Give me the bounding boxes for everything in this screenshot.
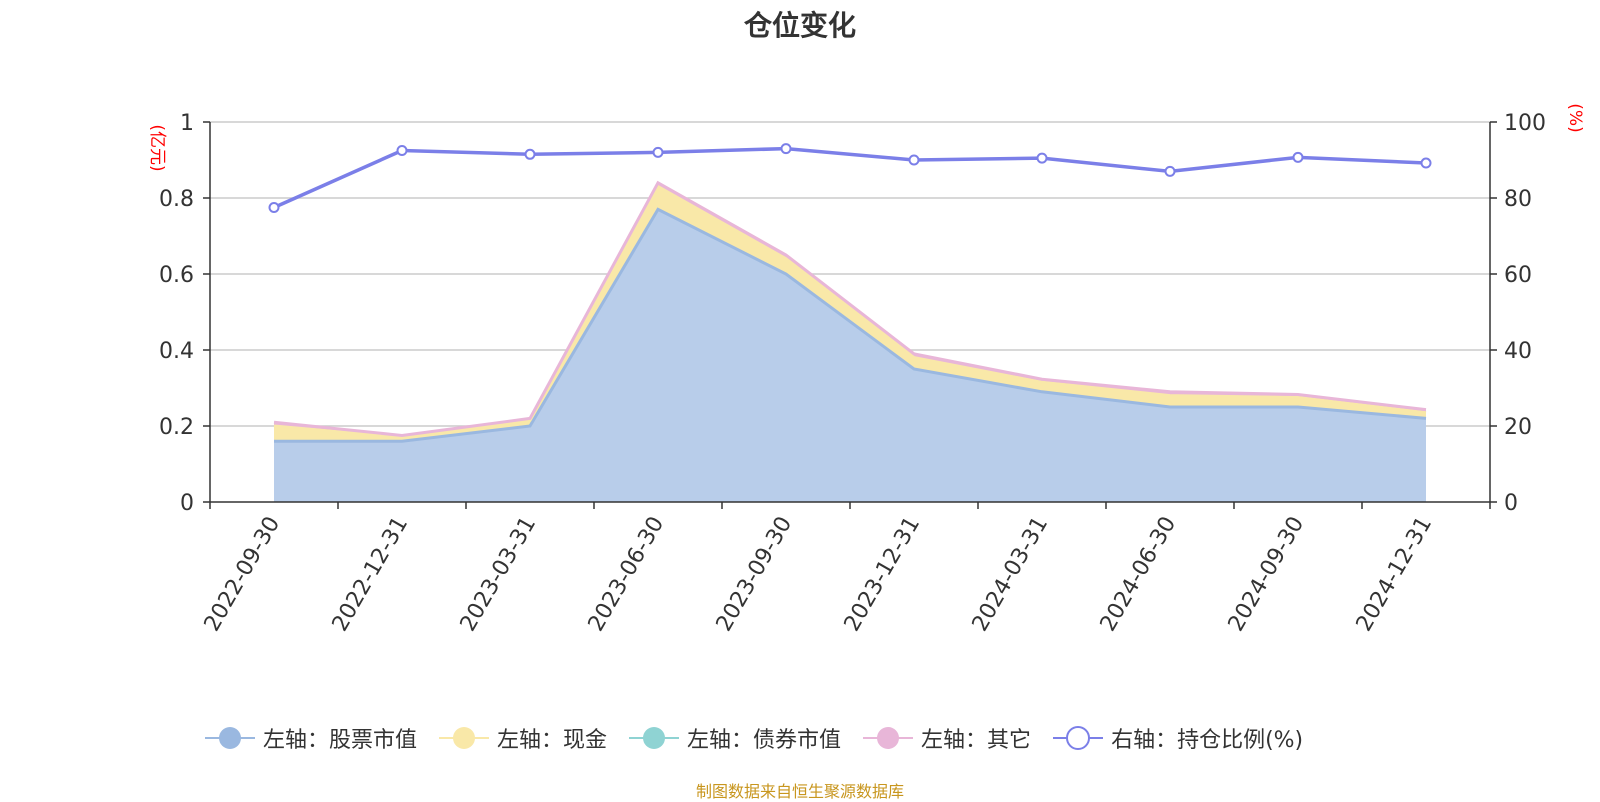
area-line-4: [273, 180, 1427, 438]
left-tick-label: 0.8: [159, 187, 194, 212]
left-tick-label: 1: [180, 111, 194, 136]
legend-marker-icon: [863, 727, 914, 749]
legend-marker-icon: [439, 727, 490, 749]
legend-marker-icon: [629, 727, 680, 749]
right-axis-unit: (%): [1565, 103, 1585, 132]
legend-label: 左轴：债券市值: [687, 728, 842, 753]
legend-label: 左轴：现金: [497, 728, 608, 753]
right-tick-label: 20: [1504, 415, 1532, 440]
x-tick-label: 2023-03-31: [456, 513, 542, 636]
ratio-point: [1292, 151, 1304, 163]
x-tick-label: 2023-12-31: [840, 513, 926, 636]
legend-item[interactable]: 左轴：债券市值: [629, 722, 841, 754]
ratio-point: [524, 148, 536, 160]
ratio-point: [268, 202, 280, 213]
axes: [203, 121, 1497, 509]
legend-marker-icon: [1053, 726, 1104, 750]
right-tick-label: 40: [1504, 339, 1532, 364]
ratio-point: [396, 145, 408, 156]
right-tick-label: 0: [1504, 491, 1518, 516]
legend: 左轴：股票市值 左轴：现金 左轴：债券市值 左轴：其它 右轴：持仓比例(%): [205, 722, 1303, 754]
left-tick-label: 0: [180, 491, 194, 516]
x-tick-label: 2024-09-30: [1224, 513, 1310, 636]
line-series: [268, 143, 1432, 213]
left-tick-label: 0.6: [159, 263, 194, 288]
ratio-point: [908, 154, 920, 166]
legend-label: 右轴：持仓比例(%): [1111, 728, 1304, 753]
legend-item[interactable]: 左轴：其它: [863, 722, 1031, 754]
left-tick-label: 0.4: [159, 339, 194, 364]
legend-label: 左轴：其它: [921, 728, 1032, 753]
ratio-point: [1420, 157, 1432, 169]
x-tick-label: 2022-09-30: [200, 513, 286, 636]
legend-item[interactable]: 左轴：现金: [439, 722, 607, 754]
left-axis-unit: (亿元): [147, 124, 167, 171]
legend-marker-icon: [205, 727, 255, 749]
area-series: [273, 180, 1427, 503]
x-tick-label: 2024-06-30: [1096, 513, 1182, 636]
right-tick-label: 60: [1504, 263, 1532, 288]
x-tick-label: 2024-03-31: [968, 513, 1054, 636]
area-1: [274, 209, 1426, 502]
ratio-point: [652, 146, 664, 158]
legend-item[interactable]: 右轴：持仓比例(%): [1053, 722, 1303, 754]
legend-label: 左轴：股票市值: [263, 728, 418, 753]
right-tick-label: 80: [1504, 187, 1532, 212]
ratio-point: [1164, 165, 1176, 177]
area-line-1: [274, 207, 1427, 443]
right-tick-label: 100: [1504, 111, 1546, 136]
left-tick-label: 0.2: [159, 415, 194, 440]
x-tick-label: 2023-06-30: [584, 513, 670, 636]
x-tick-label: 2024-12-31: [1352, 513, 1438, 636]
ratio-line: [273, 146, 1427, 210]
chart-canvas: 0 0.2 0.4 0.6 0.8 1 0 20 40 60 80 100 2022-09-30 2022…: [147, 103, 1585, 636]
footer-source: 制图数据来自恒生聚源数据库: [695, 782, 904, 801]
x-tick-label: 2023-09-30: [712, 513, 798, 636]
ratio-point: [780, 143, 792, 155]
ratio-point: [1036, 152, 1048, 164]
area-line-2: [273, 184, 1427, 439]
legend-item[interactable]: 左轴：股票市值: [205, 722, 417, 754]
chart-title: 仓位变化: [743, 9, 856, 42]
x-tick-label: 2022-12-31: [328, 513, 414, 636]
